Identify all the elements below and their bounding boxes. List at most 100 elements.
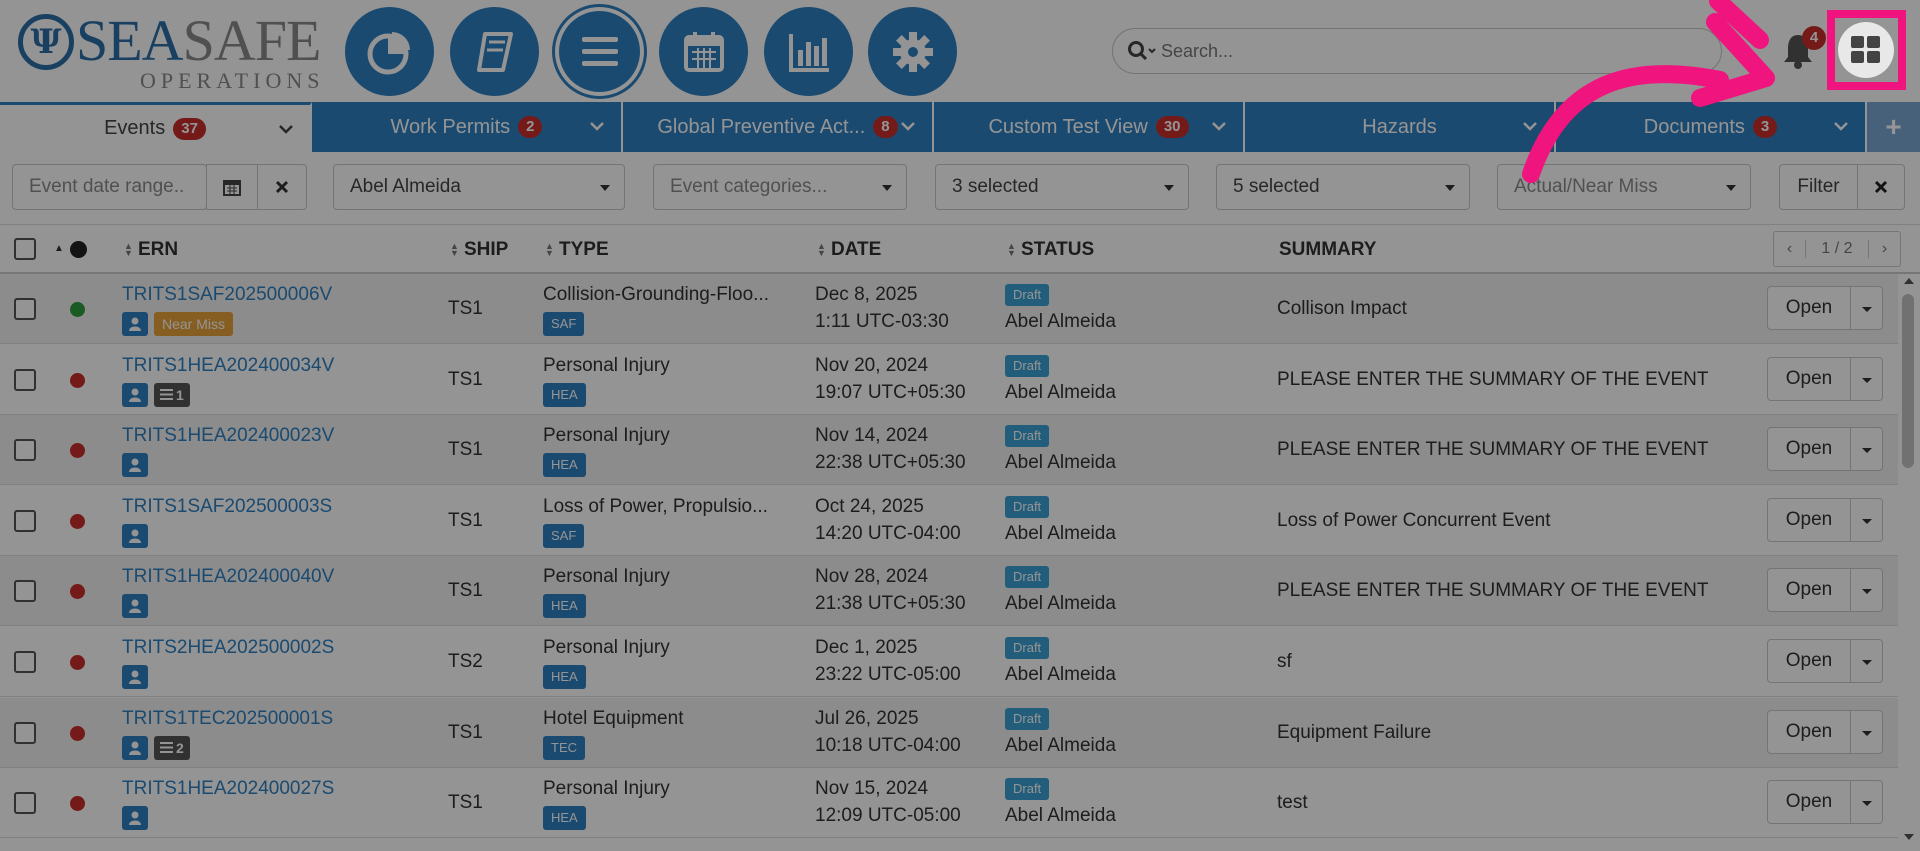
reports-nav-button[interactable]: [764, 7, 853, 96]
attachment-count: 1: [176, 386, 184, 403]
open-dropdown-toggle[interactable]: [1850, 356, 1883, 401]
scroll-down-icon[interactable]: [1904, 834, 1914, 840]
chevron-down-icon[interactable]: [1211, 118, 1227, 134]
chevron-down-icon[interactable]: [589, 118, 605, 134]
open-dropdown-toggle[interactable]: [1850, 568, 1883, 613]
status-badge: Draft: [1005, 637, 1050, 659]
event-categories-select[interactable]: Event categories...: [653, 164, 907, 210]
chevron-down-icon[interactable]: [900, 118, 916, 134]
multi-select-a[interactable]: 3 selected: [935, 164, 1189, 210]
table-row[interactable]: TRITS1HEA202400023V TS1 Personal Injury HEA…: [0, 415, 1898, 486]
attachment-count-badge: 2: [154, 735, 190, 760]
open-button[interactable]: Open: [1767, 427, 1851, 472]
open-button[interactable]: Open: [1767, 497, 1851, 542]
row-checkbox[interactable]: [14, 509, 36, 532]
table-row[interactable]: TRITS1SAF202500003S TS1 Loss of Power, Pro…: [0, 486, 1898, 556]
seasafe-logo[interactable]: Ψ SEASAFE OPERATIONS: [18, 10, 321, 93]
tab-global-preventive-actions[interactable]: Global Preventive Act... 8: [623, 102, 934, 152]
table-row[interactable]: TRITS1HEA202400034V 1 TS1 Personal Injury HE…: [0, 345, 1898, 415]
column-ship[interactable]: ▲ ▼ SHIP: [450, 239, 508, 261]
tab-events[interactable]: Events 37: [0, 102, 312, 152]
column-type-label: TYPE: [559, 239, 609, 260]
person-select[interactable]: Abel Almeida: [333, 164, 625, 210]
open-button[interactable]: Open: [1767, 356, 1851, 401]
list-nav-button[interactable]: [555, 7, 644, 96]
open-dropdown-toggle[interactable]: [1850, 780, 1883, 825]
column-date[interactable]: ▲ ▼ DATE: [817, 239, 881, 261]
settings-nav-button[interactable]: [868, 7, 957, 96]
open-dropdown-toggle[interactable]: [1850, 639, 1883, 683]
row-checkbox[interactable]: [14, 792, 36, 815]
tab-count-badge: 30: [1155, 116, 1189, 138]
date-range-input[interactable]: Event date range..: [12, 164, 207, 210]
row-checkbox[interactable]: [14, 368, 36, 391]
add-tab-button[interactable]: +: [1867, 102, 1920, 152]
row-checkbox[interactable]: [14, 721, 36, 744]
scroll-thumb[interactable]: [1902, 294, 1914, 468]
owner-cell: Abel Almeida: [1005, 311, 1116, 332]
open-dropdown-toggle[interactable]: [1850, 427, 1883, 472]
clear-filter-button[interactable]: [1857, 164, 1905, 210]
prev-page-button[interactable]: ‹: [1786, 240, 1793, 257]
open-dropdown-toggle[interactable]: [1850, 286, 1883, 330]
search-icon: [1128, 41, 1156, 61]
table-row[interactable]: TRITS1HEA202400040V TS1 Personal Injury HEA…: [0, 556, 1898, 627]
ern-link[interactable]: TRITS1HEA202400034V: [122, 354, 335, 376]
tab-work-permits[interactable]: Work Permits 2: [312, 102, 623, 152]
search-box[interactable]: [1112, 28, 1722, 74]
status-dot: [70, 655, 85, 670]
chevron-down-icon[interactable]: [1522, 118, 1538, 134]
ern-link[interactable]: TRITS1HEA202400027S: [122, 778, 335, 800]
multi-select-b[interactable]: 5 selected: [1216, 164, 1470, 210]
ship-cell: TS1: [448, 509, 483, 531]
status-badge: Draft: [1005, 778, 1050, 801]
column-type[interactable]: ▲ ▼ TYPE: [545, 239, 609, 261]
chevron-down-icon[interactable]: [1833, 118, 1849, 134]
ern-link[interactable]: TRITS2HEA202500002S: [122, 637, 335, 658]
dashboard-nav-button[interactable]: [345, 7, 434, 96]
ern-link[interactable]: TRITS1SAF202500003S: [122, 495, 333, 517]
row-checkbox[interactable]: [14, 580, 36, 603]
sort-up-icon[interactable]: ▲: [54, 243, 64, 254]
table-row[interactable]: TRITS1HEA202400027S TS1 Personal Injury HEA…: [0, 768, 1898, 839]
table-scrollbar[interactable]: [1898, 274, 1920, 851]
status-badge: Draft: [1005, 354, 1050, 377]
open-button[interactable]: Open: [1767, 780, 1851, 825]
row-checkbox[interactable]: [14, 439, 36, 462]
select-all-checkbox[interactable]: [14, 238, 36, 260]
column-ern[interactable]: ▲ ▼ ERN: [124, 239, 178, 261]
documents-nav-button[interactable]: [450, 7, 539, 96]
open-button[interactable]: Open: [1767, 709, 1851, 754]
open-button[interactable]: Open: [1767, 286, 1851, 330]
open-button[interactable]: Open: [1767, 639, 1851, 683]
filter-button[interactable]: Filter: [1779, 164, 1858, 210]
tab-custom-test-view[interactable]: Custom Test View 30: [934, 102, 1245, 152]
tab-hazards[interactable]: Hazards: [1245, 102, 1556, 152]
clear-date-button[interactable]: [257, 164, 307, 210]
next-page-button[interactable]: ›: [1881, 240, 1888, 257]
ern-link[interactable]: TRITS1SAF202500006V: [122, 284, 333, 305]
search-input[interactable]: [1161, 37, 1701, 65]
actual-near-miss-select[interactable]: Actual/Near Miss: [1497, 164, 1751, 210]
row-checkbox[interactable]: [14, 651, 36, 673]
ern-link[interactable]: TRITS1HEA202400040V: [122, 566, 335, 588]
scroll-up-icon[interactable]: [1904, 278, 1914, 284]
calendar-picker-button[interactable]: [206, 164, 258, 210]
table-row[interactable]: TRITS1TEC202500001S 2 TS1 Hotel Equipment TE…: [0, 697, 1898, 768]
open-button[interactable]: Open: [1767, 568, 1851, 613]
ern-link[interactable]: TRITS1HEA202400023V: [122, 425, 335, 447]
open-dropdown-toggle[interactable]: [1850, 497, 1883, 542]
tab-documents[interactable]: Documents 3: [1556, 102, 1867, 152]
table-row[interactable]: TRITS2HEA202500002S TS2 Personal Injury HEA…: [0, 627, 1898, 697]
calendar-nav-button[interactable]: [659, 7, 748, 96]
tab-label: Events: [104, 117, 166, 139]
row-checkbox[interactable]: [14, 298, 36, 320]
table-row[interactable]: TRITS1SAF202500006V Near Miss TS1 Collision…: [0, 274, 1898, 344]
chevron-down-icon[interactable]: [278, 121, 294, 137]
ern-link[interactable]: TRITS1TEC202500001S: [122, 707, 334, 729]
apps-grid-button-highlighted[interactable]: [1838, 22, 1894, 78]
status-dot-header-icon[interactable]: [70, 241, 87, 258]
status-dot: [70, 513, 85, 529]
column-status[interactable]: ▲ ▼ STATUS: [1007, 239, 1094, 261]
open-dropdown-toggle[interactable]: [1850, 709, 1883, 754]
